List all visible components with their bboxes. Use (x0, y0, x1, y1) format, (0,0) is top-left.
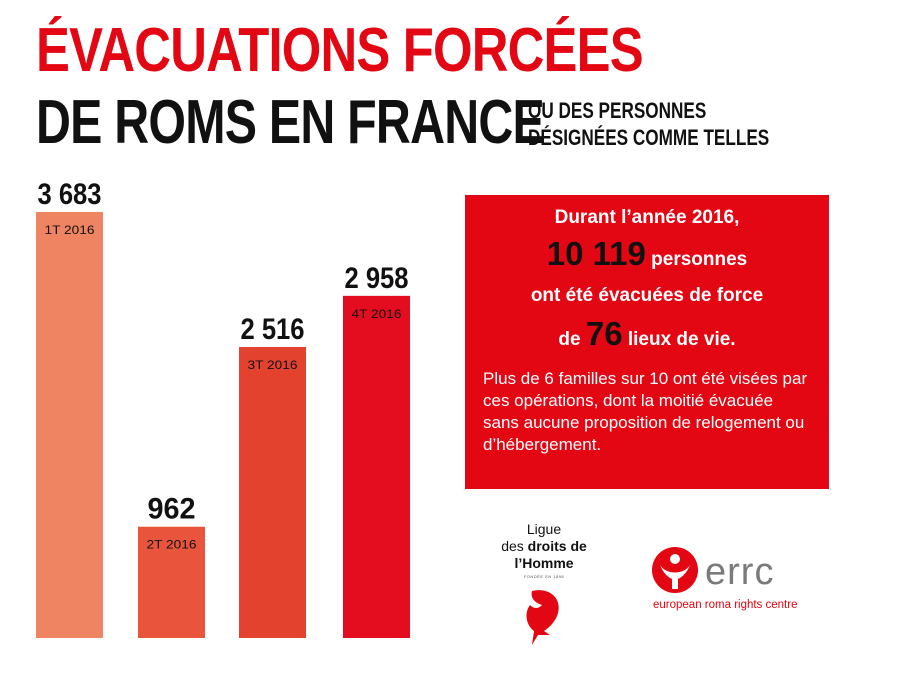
info-line-4-prefix: de (558, 329, 586, 350)
bar-2 (138, 526, 205, 638)
bar-value-label-3: 2 516 (241, 313, 305, 346)
info-line-1: Durant l’année 2016, (554, 207, 740, 228)
bar-category-label-2: 2T 2016 (147, 538, 197, 552)
bar-chart: 3 683 1T 2016 962 2T 2016 2 516 3T 2016 2 958 4… (36, 178, 410, 638)
info-line-2-suffix: personnes (645, 249, 748, 270)
ldh-line-2a: des (501, 538, 528, 554)
ldh-emblem-icon (526, 590, 559, 645)
info-line-4: de 76 lieux de vie. (465, 315, 829, 353)
bar-category-label-4: 4T 2016 (352, 307, 402, 321)
ldh-line-1: Ligue (526, 521, 562, 537)
info-paragraph: Plus de 6 familles sur 10 ont été visées… (483, 369, 808, 454)
bar-category-label-3: 3T 2016 (248, 358, 298, 372)
errc-tagline: european roma rights centre (653, 599, 798, 611)
bar-category-label-1: 1T 2016 (45, 223, 95, 237)
bar-value-label-1: 3 683 (38, 178, 102, 211)
bar-value-label-2: 962 (148, 493, 196, 526)
bar-value-label-4: 2 958 (345, 262, 409, 295)
bar-3 (239, 346, 306, 638)
ldh-founded-text: FONDÉE EN 1898 (523, 574, 565, 579)
info-line-4-suffix: lieux de vie. (622, 329, 736, 350)
total-evicted-number: 10 119 (546, 235, 646, 272)
title-line-1: ÉVACUATIONS FORCÉES (36, 16, 644, 85)
subtitle-line-1: OU DES PERSONNES (528, 98, 707, 123)
errc-emblem-icon (652, 547, 698, 593)
info-line-2: 10 119 personnes (465, 235, 829, 273)
info-box: Durant l’année 2016, 10 119 personnes on… (465, 195, 829, 489)
bar-4 (343, 295, 410, 638)
subtitle-line-2: DÉSIGNÉES COMME TELLES (528, 125, 770, 150)
bar-1 (36, 212, 103, 638)
ldh-line-3: l’Homme (514, 555, 574, 571)
info-line-3: ont été évacuées de force (530, 285, 764, 306)
ldh-line-2: des droits de (488, 538, 600, 555)
ldh-line-2b: droits de (527, 538, 587, 554)
errc-wordmark: errc (705, 551, 775, 593)
sites-number: 76 (585, 315, 623, 352)
subtitle: OU DES PERSONNES DÉSIGNÉES COMME TELLES (528, 97, 769, 151)
ldh-logo: Ligue des droits de l’Homme FONDÉE EN 18… (488, 521, 600, 647)
title-line-2: DE ROMS EN FRANCE (36, 88, 545, 157)
